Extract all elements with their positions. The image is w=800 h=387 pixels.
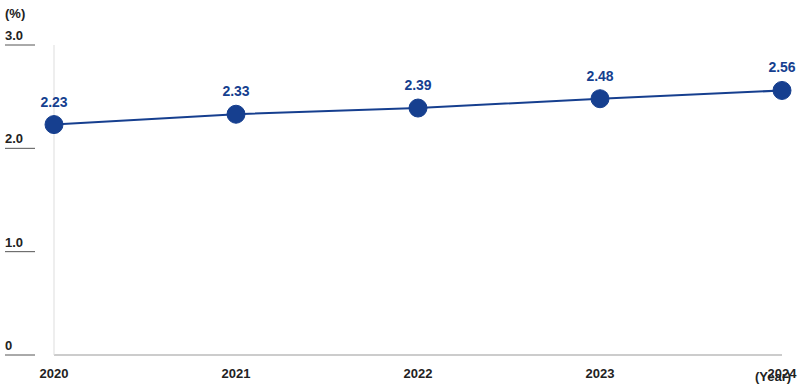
svg-text:2022: 2022 (404, 366, 433, 381)
svg-text:3.0: 3.0 (8, 28, 23, 43)
svg-text:2.33: 2.33 (222, 83, 249, 99)
svg-text:2020: 2020 (40, 366, 69, 381)
svg-text:2.56: 2.56 (768, 59, 792, 75)
svg-text:2023: 2023 (586, 366, 615, 381)
svg-text:2.39: 2.39 (404, 77, 431, 93)
svg-text:2.0: 2.0 (8, 131, 23, 146)
svg-text:0: 0 (8, 338, 12, 353)
svg-text:2021: 2021 (222, 366, 251, 381)
svg-text:1.0: 1.0 (8, 235, 23, 250)
svg-text:2.48: 2.48 (586, 68, 613, 84)
svg-text:2.23: 2.23 (40, 94, 67, 110)
svg-text:2024: 2024 (768, 366, 792, 381)
